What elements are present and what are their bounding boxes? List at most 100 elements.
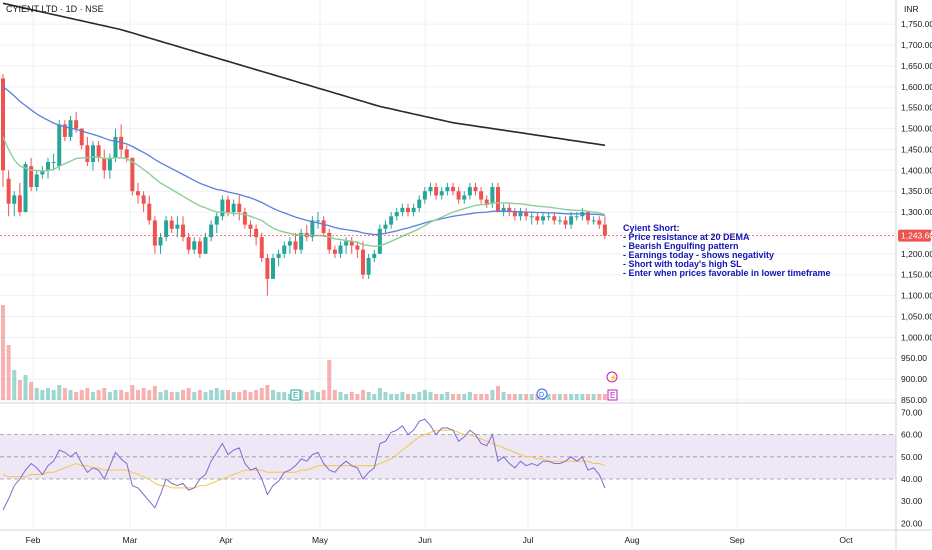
candle-body: [40, 170, 45, 175]
volume-bar: [406, 394, 410, 400]
symbol-title[interactable]: CYIENT LTD · 1D · NSE: [6, 4, 104, 14]
svg-text:E: E: [610, 391, 615, 400]
volume-bar: [34, 388, 39, 400]
price-tick-label: 850.00: [901, 395, 927, 405]
time-tick-label: Feb: [26, 535, 41, 545]
volume-bar: [507, 394, 512, 400]
volume-bar: [158, 392, 163, 400]
candle-body: [563, 220, 568, 225]
candle-body: [293, 241, 298, 250]
volume-bar: [79, 390, 84, 400]
candle-body: [411, 207, 416, 213]
volume-bar: [51, 390, 56, 400]
candle-body: [546, 216, 551, 218]
time-tick-label: Sep: [729, 535, 744, 545]
volume-bar: [563, 394, 568, 400]
candle-body: [220, 199, 225, 217]
price-tick-label: 1,000.00: [901, 332, 932, 342]
volume-bar: [361, 390, 365, 400]
earnings-upcoming-marker[interactable]: E: [607, 389, 618, 401]
candle-body: [57, 124, 62, 167]
rsi-tick-label: 50.00: [901, 452, 923, 462]
candle-body: [535, 216, 540, 221]
candle-body: [197, 241, 202, 254]
volume-bar: [473, 394, 478, 400]
volume-bar: [321, 390, 326, 400]
time-axis[interactable]: Feb Mar Apr May Jun Jul Aug Sep Oct: [26, 535, 854, 545]
candle-body: [23, 164, 28, 213]
volume-bars: [1, 305, 607, 400]
time-tick-label: Aug: [624, 535, 639, 545]
candle-body: [552, 216, 557, 221]
volume-bar: [242, 390, 247, 400]
candle-body: [181, 224, 185, 238]
candle-body: [439, 191, 444, 196]
candle-body: [152, 220, 157, 246]
volume-bar: [57, 385, 62, 400]
candle-body: [62, 124, 67, 137]
split-marker[interactable]: ⚡: [606, 371, 618, 383]
candle-body: [237, 203, 242, 213]
price-tick-label: 1,550.00: [901, 103, 932, 113]
volume-bar: [439, 394, 444, 400]
svg-text:D: D: [539, 392, 544, 399]
candlesticks: [1, 74, 607, 296]
dividend-marker[interactable]: D: [536, 388, 548, 400]
volume-bar: [124, 392, 129, 400]
candle-body: [226, 199, 230, 213]
price-axis[interactable]: 1,750.00 1,700.00 1,650.00 1,600.00 1,550.00…: [901, 19, 932, 405]
svg-text:⚡: ⚡: [609, 373, 618, 382]
candle-body: [254, 228, 259, 238]
volume-bar: [68, 390, 73, 400]
note-line: - Short with today's high SL: [623, 259, 742, 269]
note-line: Cyient Short:: [623, 223, 680, 233]
volume-bar: [74, 392, 79, 400]
candle-body: [462, 195, 467, 200]
volume-bar: [12, 370, 17, 400]
candle-body: [316, 220, 320, 222]
volume-bar: [372, 394, 377, 400]
candle-body: [124, 149, 129, 158]
candle-body: [321, 220, 326, 233]
volume-bar: [265, 385, 270, 400]
volume-bar: [597, 394, 602, 400]
volume-bar: [271, 390, 275, 400]
volume-bar: [152, 386, 157, 400]
candle-body: [602, 224, 607, 236]
candle-body: [372, 253, 377, 259]
candle-body: [1, 78, 5, 171]
currency-label: INR: [904, 4, 919, 14]
volume-bar: [248, 392, 253, 400]
price-tick-label: 1,600.00: [901, 82, 932, 92]
volume-bar: [602, 394, 607, 400]
volume-bar: [119, 390, 124, 400]
volume-bar: [141, 388, 146, 400]
trade-note[interactable]: Cyient Short: - Price resistance at 20 D…: [623, 223, 831, 278]
candle-body: [276, 253, 281, 259]
candle-body: [51, 161, 56, 163]
candle-body: [361, 249, 365, 275]
volume-bar: [147, 390, 152, 400]
volume-bar: [220, 390, 225, 400]
candle-body: [529, 216, 534, 218]
candle-body: [164, 220, 169, 238]
price-tick-label: 900.00: [901, 374, 927, 384]
rsi-line: [2, 418, 606, 511]
note-line: - Enter when prices favorable in lower t…: [623, 268, 831, 278]
candle-body: [17, 195, 22, 213]
volume-bar: [1, 305, 5, 400]
candle-body: [186, 237, 191, 250]
volume-bar: [327, 360, 332, 400]
candle-body: [490, 187, 495, 204]
candle-body: [451, 187, 455, 192]
price-tick-label: 1,700.00: [901, 40, 932, 50]
candle-body: [169, 220, 174, 229]
candle-body: [34, 174, 39, 188]
candle-body: [91, 145, 95, 162]
earnings-past-marker[interactable]: E: [290, 389, 301, 401]
price-tick-label: 1,050.00: [901, 311, 932, 321]
candle-body: [512, 212, 517, 217]
rsi-axis[interactable]: 70.00 60.00 50.00 40.00 30.00 20.00: [901, 407, 923, 528]
